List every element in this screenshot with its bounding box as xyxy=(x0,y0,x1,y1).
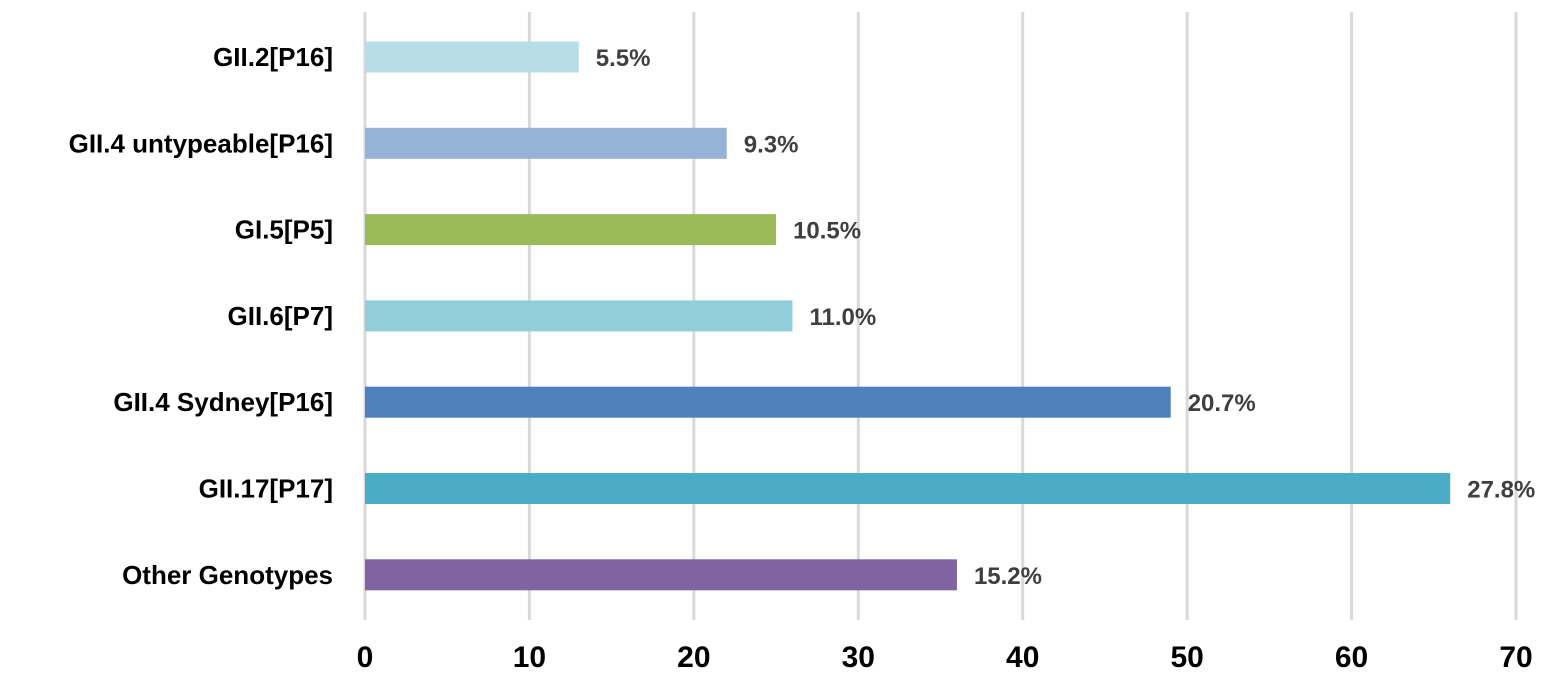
bar-data-label: 20.7% xyxy=(1188,390,1256,417)
bar xyxy=(365,300,793,332)
bar-data-label: 11.0% xyxy=(810,304,877,331)
x-tick-label: 20 xyxy=(677,641,710,674)
category-label: Other Genotypes xyxy=(122,560,333,590)
bars xyxy=(365,41,1451,591)
x-tick-label: 0 xyxy=(357,641,374,674)
bar-data-label: 15.2% xyxy=(974,563,1042,590)
category-label: GII.4 untypeable[P16] xyxy=(69,128,333,158)
bar xyxy=(365,214,777,246)
x-tick-label: 30 xyxy=(842,641,875,674)
bar xyxy=(365,41,579,73)
bar-data-label: 10.5% xyxy=(793,218,861,245)
category-label: GII.4 Sydney[P16] xyxy=(113,387,333,417)
category-label: GII.6[P7] xyxy=(228,301,333,331)
category-label: GII.17[P17] xyxy=(199,474,333,504)
category-label: GII.2[P16] xyxy=(213,42,333,72)
x-tick-label: 60 xyxy=(1335,641,1368,674)
bar xyxy=(365,559,957,591)
x-tick-label: 10 xyxy=(513,641,546,674)
bar-data-label: 27.8% xyxy=(1467,477,1535,504)
bar xyxy=(365,127,727,159)
x-tick-label: 70 xyxy=(1499,641,1532,674)
x-tick-label: 40 xyxy=(1006,641,1039,674)
bar-data-label: 9.3% xyxy=(744,131,799,158)
x-tick-label: 50 xyxy=(1170,641,1203,674)
bar xyxy=(365,473,1451,504)
data-labels: 5.5% 9.3% 10.5% 11.0% 20.7% 27.8% 15.2% xyxy=(596,45,1536,590)
bar xyxy=(365,386,1171,418)
category-labels: GII.2[P16] GII.4 untypeable[P16] GI.5[P5] G… xyxy=(69,42,333,590)
x-axis-tick-labels: 0 10 20 30 40 50 60 70 xyxy=(357,641,1533,674)
category-label: GI.5[P5] xyxy=(235,215,333,245)
bar-data-label: 5.5% xyxy=(596,45,651,72)
